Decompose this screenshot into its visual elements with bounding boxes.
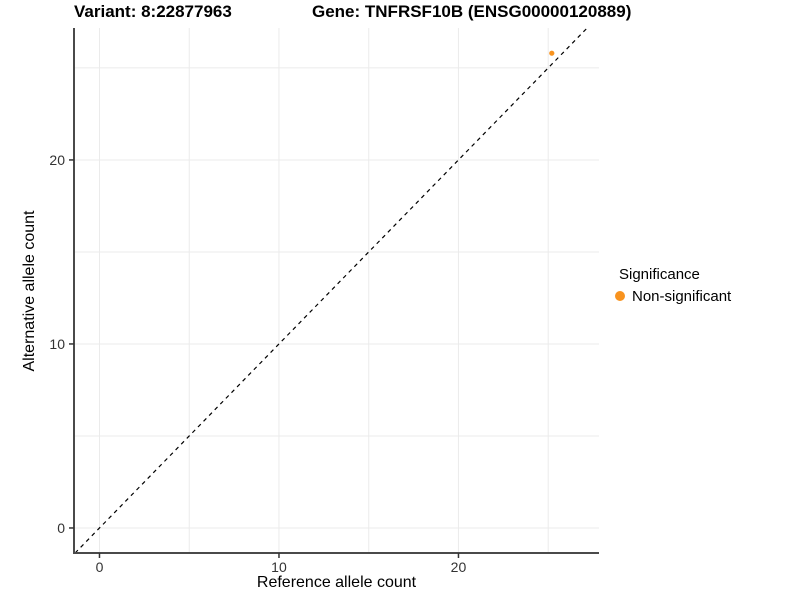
y-tick-label: 0 [57, 520, 65, 536]
legend-point-icon [615, 291, 625, 301]
x-tick-label: 0 [96, 559, 104, 575]
plot-title: Variant: 8:22877963 Gene: TNFRSF10B (ENS… [0, 2, 800, 24]
legend-item-label: Non-significant [632, 287, 732, 305]
x-tick-label: 20 [451, 559, 467, 575]
x-axis-title: Reference allele count [256, 574, 417, 591]
legend: Significance Non-significant [615, 266, 731, 305]
y-tick-label: 10 [49, 336, 65, 352]
identity-reference-line [74, 27, 588, 554]
y-tick-label: 20 [49, 152, 65, 168]
plot-title-variant: Variant: 8:22877963 [74, 2, 232, 21]
y-axis-title: Alternative allele count [21, 210, 38, 372]
plot-title-gene: Gene: TNFRSF10B (ENSG00000120889) [312, 2, 632, 21]
legend-item-non-significant: Non-significant [615, 287, 731, 305]
x-tick-label: 10 [271, 559, 287, 575]
legend-title: Significance [619, 266, 700, 283]
data-point [549, 50, 555, 56]
